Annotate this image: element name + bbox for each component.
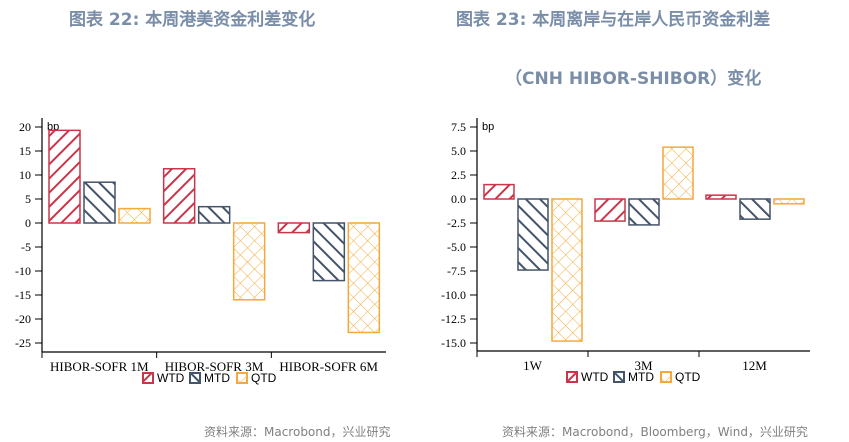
y-tick-label: 2.5 bbox=[451, 168, 466, 182]
y-tick-label: -2.5 bbox=[447, 216, 466, 230]
y-tick-label: 10 bbox=[19, 168, 31, 182]
y-tick-label: -15 bbox=[15, 288, 31, 302]
bar-qtd bbox=[551, 198, 583, 342]
y-tick-label: -20 bbox=[15, 312, 31, 326]
x-category-label: 1W bbox=[523, 358, 543, 373]
y-tick-label: 5 bbox=[25, 192, 31, 206]
y-tick-label: 0.0 bbox=[451, 192, 466, 206]
bar-qtd bbox=[118, 207, 151, 224]
legend-swatch-qtd bbox=[236, 372, 248, 384]
x-category-label: HIBOR-SOFR 6M bbox=[279, 359, 378, 374]
right-source-note: 资料来源：Macrobond，Bloomberg，Wind，兴业研究 bbox=[502, 425, 808, 439]
y-tick-label: -25 bbox=[15, 336, 31, 350]
legend-swatch-qtd bbox=[660, 371, 672, 383]
unit-label: bp bbox=[482, 121, 494, 133]
legend-label-wtd: WTD bbox=[157, 371, 185, 385]
x-category-label: HIBOR-SOFR 1M bbox=[50, 359, 149, 374]
y-tick-label: -7.5 bbox=[447, 264, 466, 278]
y-tick-label: 5.0 bbox=[451, 144, 466, 158]
y-tick-label: -12.5 bbox=[441, 312, 466, 326]
bar-mtd bbox=[83, 181, 116, 224]
legend-swatch-mtd bbox=[189, 372, 201, 384]
x-category-label: 3M bbox=[634, 358, 653, 373]
bar-wtd bbox=[594, 198, 626, 222]
legend-label-mtd: MTD bbox=[204, 371, 230, 385]
bar-mtd bbox=[628, 198, 660, 226]
legend-label-qtd: QTD bbox=[675, 370, 701, 384]
legend-label-wtd: WTD bbox=[581, 370, 609, 384]
legend-swatch-wtd bbox=[142, 372, 154, 384]
right-chart-title-line1: 图表 23: 本周离岸与在岸人民币资金利差 bbox=[456, 10, 771, 30]
bar-mtd bbox=[312, 222, 346, 282]
x-category-label: 12M bbox=[742, 358, 767, 373]
y-tick-label: -10.0 bbox=[441, 288, 466, 302]
y-tick-label: 7.5 bbox=[451, 120, 466, 134]
y-tick-label: 0 bbox=[25, 216, 31, 230]
y-tick-label: -15.0 bbox=[441, 336, 466, 350]
bar-wtd bbox=[277, 222, 311, 234]
y-tick-label: -5 bbox=[21, 240, 31, 254]
bar-mtd bbox=[739, 198, 771, 220]
legend-swatch-wtd bbox=[566, 371, 578, 383]
bar-wtd bbox=[48, 129, 81, 224]
bar-mtd bbox=[197, 205, 231, 224]
y-tick-label: 20 bbox=[19, 120, 31, 134]
bar-wtd bbox=[162, 168, 196, 224]
left-source-note: 资料来源：Macrobond，兴业研究 bbox=[204, 425, 391, 439]
right-bar-chart: 7.5 5.0 2.5 0.0 -2.5 -5.0 -7.5 -10.0 -12.5 -15.0 b… bbox=[441, 118, 810, 384]
bar-qtd bbox=[773, 198, 805, 205]
bar-qtd bbox=[347, 222, 381, 334]
y-tick-label: -10 bbox=[15, 264, 31, 278]
bar-wtd bbox=[705, 194, 737, 200]
left-chart-title: 图表 22: 本周港美资金利差变化 bbox=[69, 10, 316, 30]
y-tick-label: 15 bbox=[19, 144, 31, 158]
legend-label-qtd: QTD bbox=[251, 371, 277, 385]
bar-qtd bbox=[662, 146, 694, 200]
bar-mtd bbox=[517, 198, 549, 271]
y-tick-label: -5.0 bbox=[447, 240, 466, 254]
bar-qtd bbox=[232, 222, 266, 301]
legend-label-mtd: MTD bbox=[628, 370, 654, 384]
x-category-label: HIBOR-SOFR 3M bbox=[165, 359, 264, 374]
bar-wtd bbox=[483, 183, 515, 200]
legend-swatch-mtd bbox=[613, 371, 625, 383]
right-chart-title-line2: （CNH HIBOR-SHIBOR）变化 bbox=[505, 69, 762, 89]
